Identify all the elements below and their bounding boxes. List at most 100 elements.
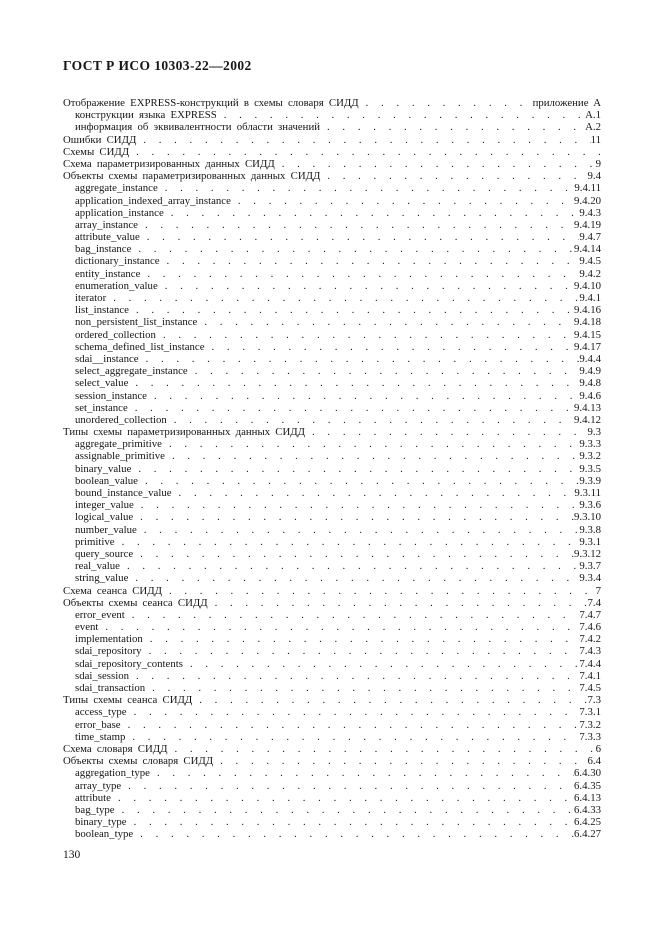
- toc-entry: non_persistent_list_instance . . . . . .…: [63, 316, 601, 328]
- toc-entry-label: attribute: [75, 791, 111, 804]
- toc-entry-page: 7.4.4: [579, 657, 601, 670]
- toc-entry-label: attribute_value: [75, 231, 140, 244]
- toc-entry-page: 9.4.17: [574, 340, 601, 353]
- dot-leader: . . . . . . . . . . . . . . . . . . . . …: [140, 547, 574, 560]
- toc-entry: Объекты схемы параметризированных данных…: [63, 170, 601, 182]
- toc-entry-label: error_base: [75, 718, 121, 731]
- toc-entry: aggregate_primitive . . . . . . . . . . …: [63, 438, 601, 450]
- toc-entry: bag_instance . . . . . . . . . . . . . .…: [63, 243, 601, 255]
- toc-entry: attribute_value . . . . . . . . . . . . …: [63, 231, 601, 243]
- toc-entry-page: 7.4.1: [579, 669, 601, 682]
- toc-entry-page: 7.4.5: [579, 682, 601, 694]
- toc-entry-label: access_type: [75, 706, 127, 719]
- toc-entry-page: 9.3.10: [574, 511, 601, 524]
- toc-entry-label: iterator: [75, 292, 107, 304]
- toc-entry-page: 9.3.1: [579, 535, 601, 548]
- toc-entry-page: 6: [595, 742, 601, 755]
- toc-entry-page: 9.4: [587, 170, 602, 183]
- dot-leader: . . . . . . . . . . . . . . . . . . . . …: [133, 816, 574, 829]
- toc-entry-label: Схема сеанса СИДД: [63, 584, 162, 597]
- toc-entry-page: 9.4.11: [574, 182, 601, 195]
- dot-leader: . . . . . . . . . . . . . . . . . . . . …: [128, 779, 574, 792]
- toc-entry-label: set_instance: [75, 401, 128, 414]
- dot-leader: . . . . . . . . . . . . . . . . . . . . …: [138, 462, 579, 475]
- toc-entry-page: 7.3.2: [579, 718, 601, 731]
- toc-entry: sdai_session . . . . . . . . . . . . . .…: [63, 670, 601, 682]
- toc-entry-label: schema_defined_list_instance: [75, 340, 205, 353]
- dot-leader: . . . . . . . . . . . . . . . . . . . . …: [140, 499, 580, 512]
- toc-entry-label: number_value: [75, 523, 137, 536]
- toc-entry-page: 7.4: [587, 596, 602, 609]
- toc-entry-label: implementation: [75, 633, 143, 646]
- toc-entry-label: primitive: [75, 535, 115, 548]
- toc-entry-label: Схемы СИДД: [63, 145, 130, 158]
- toc-entry-page: 6.4.25: [574, 816, 601, 829]
- toc-entry-page: 9.4.2: [579, 267, 601, 280]
- toc-entry-label: конструкции языка EXPRESS: [75, 109, 217, 122]
- toc-entry-label: binary_type: [75, 816, 127, 829]
- toc-entry-label: Объекты схемы параметризированных данных…: [63, 170, 321, 183]
- toc-entry-page: 9.4.6: [579, 389, 601, 402]
- toc-entry: application_instance . . . . . . . . . .…: [63, 207, 601, 219]
- dot-leader: . . . . . . . . . . . . . . . . . . . . …: [117, 791, 574, 804]
- dot-leader: . . . . . . . . . . . . . . . . . . . . …: [173, 413, 574, 426]
- toc-entry: assignable_primitive . . . . . . . . . .…: [63, 450, 601, 462]
- toc-entry: Отображение EXPRESS-конструкций в схемы …: [63, 97, 601, 109]
- toc-entry-label: non_persistent_list_instance: [75, 316, 198, 329]
- toc-entry-label: entity_instance: [75, 267, 141, 280]
- toc-entry-label: integer_value: [75, 499, 134, 512]
- toc-entry-page: 9: [595, 157, 601, 170]
- toc-entry-page: 9.4.12: [574, 413, 601, 426]
- toc-entry: list_instance . . . . . . . . . . . . . …: [63, 304, 601, 316]
- toc-entry-label: list_instance: [75, 304, 129, 317]
- toc-entry-page: 9.4.19: [574, 218, 601, 231]
- toc-entry: application_indexed_array_instance . . .…: [63, 195, 601, 207]
- toc-entry-label: select_aggregate_instance: [75, 365, 188, 378]
- toc-entry-label: bag_type: [75, 803, 115, 816]
- toc-entry-page: 9.4.7: [579, 231, 601, 244]
- toc-entry-label: array_instance: [75, 218, 138, 231]
- toc-entry: boolean_type . . . . . . . . . . . . . .…: [63, 828, 601, 840]
- toc-entry: primitive . . . . . . . . . . . . . . . …: [63, 536, 601, 548]
- dot-leader: . . . . . . . . . . . . . . . . . . . . …: [105, 621, 579, 634]
- toc-entry: number_value . . . . . . . . . . . . . .…: [63, 524, 601, 536]
- toc-entry-page: 6.4.33: [574, 803, 601, 816]
- toc-entry: event . . . . . . . . . . . . . . . . . …: [63, 621, 601, 633]
- dot-leader: . . . . . . . . . . . . . . . . . . . . …: [171, 450, 579, 463]
- toc-entry-page: 9.3.8: [579, 523, 601, 536]
- dot-leader: . . . . . . . . . . . . . . . . . . . . …: [199, 694, 587, 707]
- toc-entry: aggregate_instance . . . . . . . . . . .…: [63, 182, 601, 194]
- toc-entry-page: 6.4.27: [574, 828, 601, 841]
- toc-entry-page: 7.4.7: [579, 608, 601, 621]
- toc-entry-label: unordered_collection: [75, 413, 167, 426]
- toc-entry-label: Схема параметризированных данных СИДД: [63, 157, 275, 170]
- toc-entry: logical_value . . . . . . . . . . . . . …: [63, 511, 601, 523]
- page-number: 130: [63, 849, 81, 862]
- toc-entry: sdai__instance . . . . . . . . . . . . .…: [63, 353, 601, 365]
- toc-entry-label: boolean_type: [75, 828, 134, 841]
- toc-entry: integer_value . . . . . . . . . . . . . …: [63, 499, 601, 511]
- toc-entry-label: assignable_primitive: [75, 450, 165, 463]
- dot-leader: . . . . . . . . . . . . . . . . . . . . …: [144, 474, 579, 487]
- toc-entry-page: 9.3.3: [579, 438, 601, 451]
- toc-entry-page: А.2: [585, 121, 601, 134]
- dot-leader: . . . . . . . . . . . . . . . . . . . . …: [152, 682, 579, 694]
- toc-entry-page: 9.3.5: [579, 462, 601, 475]
- toc-entry-page: 9.4.18: [574, 316, 601, 329]
- toc-entry-label: sdai__instance: [75, 352, 139, 365]
- toc-entry: array_instance . . . . . . . . . . . . .…: [63, 219, 601, 231]
- dot-leader: . . . . . . . . . . . . . . . . . . . . …: [189, 657, 579, 670]
- toc-entry-label: Типы схемы сеанса СИДД: [63, 694, 193, 707]
- toc-entry-label: logical_value: [75, 511, 134, 524]
- toc-entry-page: 9.3.6: [579, 499, 601, 512]
- dot-leader: . . . . . . . . . . . . . . . . . . . . …: [327, 121, 585, 134]
- toc-entry-label: bound_instance_value: [75, 487, 172, 499]
- dot-leader: . . . . . . . . . . . . . . . . . . . . …: [164, 279, 574, 292]
- dot-leader: . . . . . . . . . . . . . . . . . . . . …: [312, 426, 587, 439]
- toc-entry-label: Схема словаря СИДД: [63, 742, 168, 755]
- dot-leader: . . . . . . . . . . . . . . . . . . . . …: [144, 218, 574, 231]
- dot-leader: . . . . . . . . . . . . . . . . . . . . …: [223, 109, 585, 122]
- toc-entry-label: enumeration_value: [75, 279, 158, 292]
- toc-entry-page: приложение А: [532, 97, 601, 109]
- toc-entry: select_aggregate_instance . . . . . . . …: [63, 365, 601, 377]
